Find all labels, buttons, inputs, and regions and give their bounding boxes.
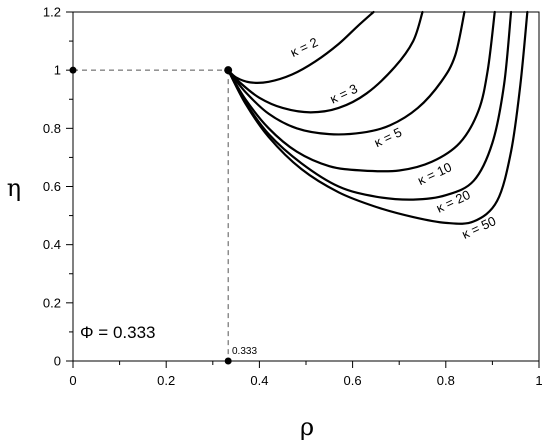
series-label: κ = 20 (434, 187, 473, 216)
series-line (227, 10, 375, 84)
axis-point-marker (224, 357, 232, 365)
series-labels: κ = 2 κ = 3 κ = 5 κ = 10κ = 20κ = 50 (288, 34, 498, 242)
y-tick-label: 0 (54, 354, 61, 369)
series-curves (227, 10, 529, 225)
series-label: κ = 3 (328, 81, 360, 107)
x-tick-label: 1 (535, 373, 542, 388)
series-line (227, 10, 424, 114)
axis-point-marker (69, 66, 77, 74)
y-tick-label: 0.2 (43, 295, 61, 310)
reference-point-marker (224, 66, 233, 75)
series-label: κ = 50 (459, 213, 498, 242)
series-label: κ = 5 (372, 125, 404, 151)
y-tick-labels: 0 0.2 0.4 0.6 0.8 1 1.2 (43, 5, 61, 369)
y-tick-label: 0.4 (43, 237, 61, 252)
x-tick-label: 0.8 (437, 373, 455, 388)
axis-ticks (66, 11, 540, 368)
phi-annotation: Φ = 0.333 (80, 323, 155, 342)
y-tick-label: 1 (54, 63, 61, 78)
plot-frame (72, 11, 540, 362)
y-axis-title: η (7, 174, 21, 202)
x-tick-label: 0.4 (250, 373, 268, 388)
x-axis-title: ρ (300, 413, 314, 441)
x-tick-label: 0.6 (344, 373, 362, 388)
series-label: κ = 10 (415, 159, 454, 188)
reference-guides (73, 69, 229, 361)
x-tick-labels: 0 0.2 0.4 0.6 0.8 1 (69, 373, 542, 388)
point-markers (69, 66, 233, 365)
x-tick-label: 0.2 (157, 373, 175, 388)
y-tick-label: 0.8 (43, 121, 61, 136)
y-tick-label: 1.2 (43, 5, 61, 20)
x-tick-label: 0 (69, 373, 76, 388)
series-line (227, 10, 529, 225)
series-line (227, 10, 513, 201)
marker-value-label: 0.333 (232, 346, 257, 357)
series-line (227, 10, 496, 173)
y-tick-label: 0.6 (43, 179, 61, 194)
series-line (227, 10, 466, 136)
series-label: κ = 2 (288, 34, 320, 60)
